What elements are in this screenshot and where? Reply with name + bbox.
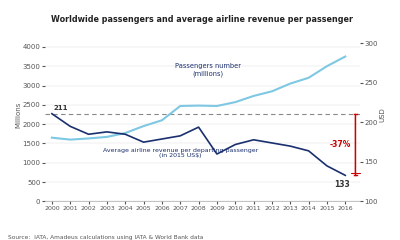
Text: -37%: -37%	[330, 140, 351, 149]
Text: Passengers number
(millions): Passengers number (millions)	[175, 63, 241, 77]
Title: Worldwide passengers and average airline revenue per passenger: Worldwide passengers and average airline…	[51, 15, 353, 24]
Y-axis label: USD: USD	[379, 107, 385, 122]
Text: 133: 133	[335, 180, 350, 189]
Y-axis label: Millions: Millions	[15, 101, 21, 128]
Text: Source:  IATA, Amadeus calculations using IATA & World Bank data: Source: IATA, Amadeus calculations using…	[8, 235, 203, 240]
Text: Average airline revenue per departing passenger
(in 2015 US$): Average airline revenue per departing pa…	[103, 148, 258, 158]
Text: 211: 211	[54, 105, 68, 111]
